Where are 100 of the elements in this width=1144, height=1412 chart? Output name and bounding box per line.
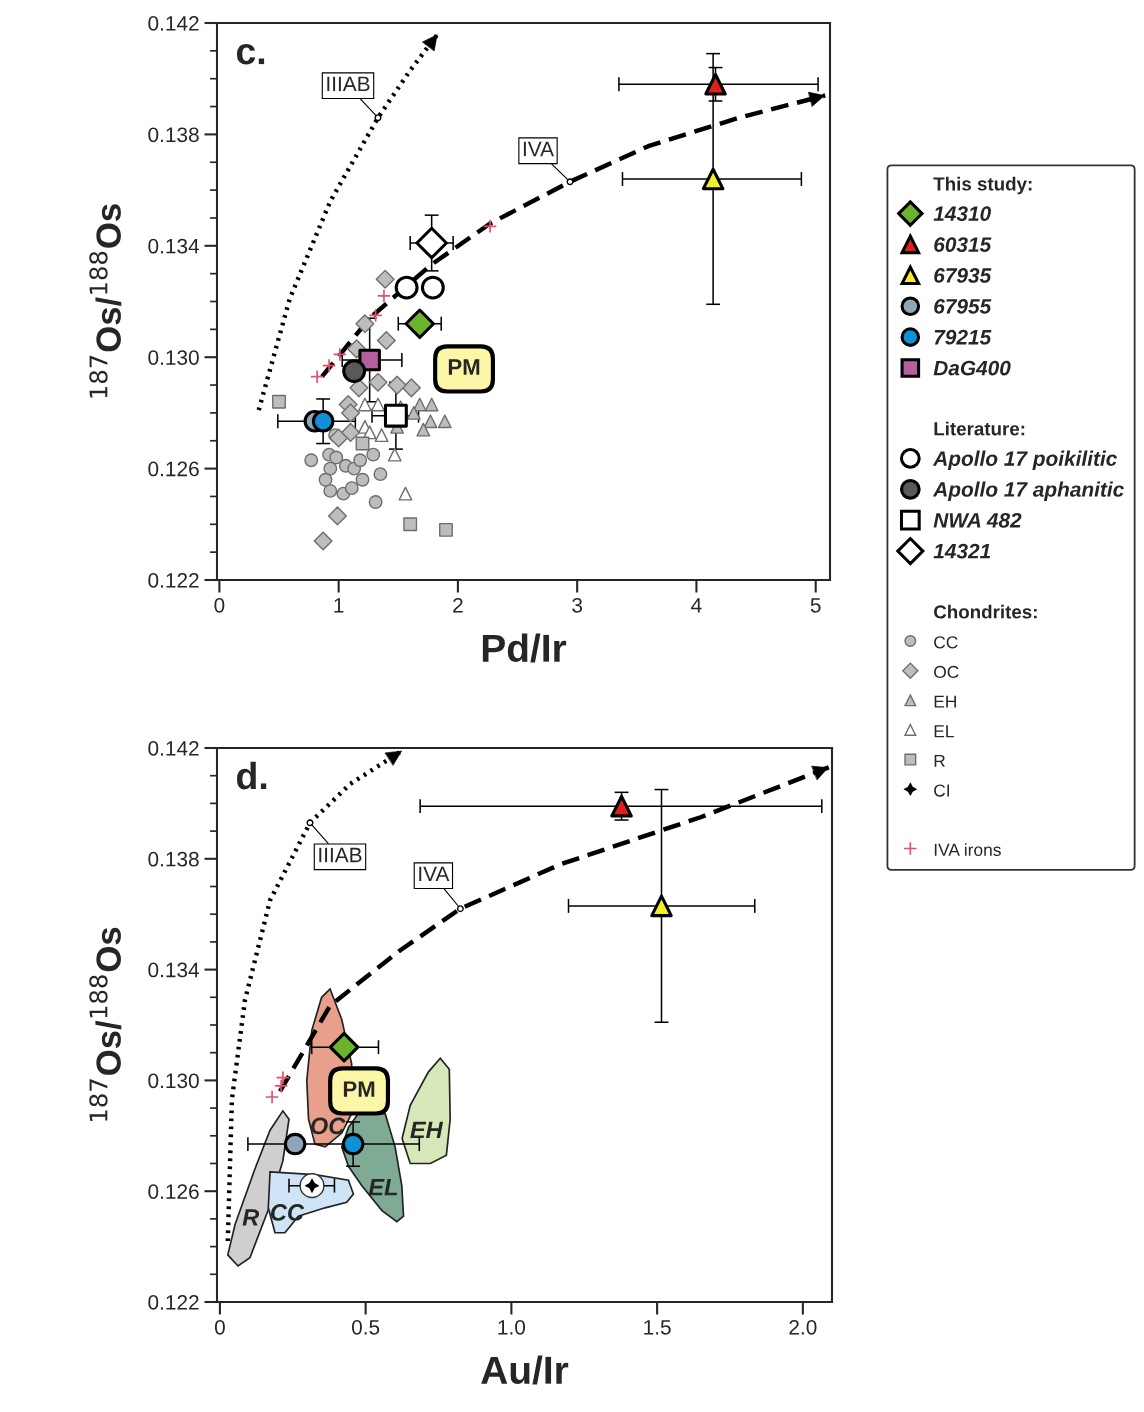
point: [329, 428, 349, 448]
legend-label: IVA irons: [934, 843, 1001, 856]
x-tick-label: 0: [214, 597, 225, 613]
point: [376, 330, 396, 351]
series-label: EH: [410, 1121, 444, 1139]
point: [387, 375, 407, 395]
y-axis-title: $^{187}$Os/$^{188}$Os: [89, 927, 122, 1121]
annotation: IIIAB: [319, 847, 362, 863]
point: [404, 308, 436, 340]
x-tick-label: 4: [691, 598, 702, 613]
legend-label: NWA 482: [933, 512, 1022, 528]
x-tick-label: 2: [453, 597, 463, 613]
x-axis-title: Pd/Ir: [482, 633, 567, 663]
y-tick-label: 0.138: [148, 127, 199, 143]
series-label: OC: [311, 1117, 346, 1135]
point: [342, 359, 367, 384]
annotation: PM: [343, 1081, 375, 1097]
point: [406, 405, 421, 420]
point: [415, 226, 448, 260]
legend-label: 14310: [933, 206, 991, 222]
point: [327, 506, 347, 526]
annotation: c.: [236, 43, 265, 65]
legend-label: R: [934, 754, 945, 767]
x-tick-label: 3: [572, 597, 583, 613]
x-tick-label: 0: [214, 1319, 225, 1335]
annotation: IIIAB: [327, 76, 370, 92]
point: [304, 453, 319, 468]
series-label: EL: [368, 1179, 398, 1196]
y-tick-label: 0.130: [148, 1073, 199, 1089]
point: [322, 358, 337, 373]
point: [374, 428, 389, 443]
point: [318, 472, 333, 487]
point: [353, 453, 368, 468]
point: [323, 483, 338, 498]
point: [424, 397, 439, 412]
legend-label: Apollo 17 poikilitic: [932, 450, 1117, 471]
legend-label: CI: [934, 784, 950, 797]
legend-label: OC: [934, 665, 959, 679]
legend-label: CC: [934, 636, 958, 649]
y-tick-label: 0.126: [148, 461, 199, 477]
point: [701, 167, 725, 191]
x-tick-label: 0.5: [351, 1319, 380, 1335]
series-label: R: [242, 1209, 260, 1226]
legend-label: 67955: [934, 298, 992, 314]
y-tick-label: 0.134: [148, 962, 200, 978]
annotation: d.: [236, 761, 267, 790]
point: [272, 394, 286, 409]
point: [387, 447, 402, 462]
annotation: IVA: [523, 141, 554, 157]
point: [328, 1031, 360, 1063]
point: [368, 308, 383, 323]
point: [403, 517, 418, 532]
annotation: PM: [448, 359, 480, 375]
point: [650, 894, 673, 918]
legend-label: 14321: [933, 543, 991, 559]
point: [274, 1078, 289, 1094]
point: [310, 369, 325, 384]
y-axis-title: $^{187}$Os/$^{188}$Os: [89, 204, 122, 398]
point: [366, 447, 381, 462]
point: [423, 414, 438, 429]
point: [383, 403, 408, 428]
legend-label: 60315: [934, 237, 992, 252]
point: [373, 467, 388, 482]
point: [394, 275, 419, 300]
point: [437, 414, 452, 429]
point: [704, 73, 727, 96]
point: [265, 1089, 280, 1105]
legend-title: This study:: [933, 176, 1032, 195]
x-tick-label: 1: [334, 598, 344, 613]
y-tick-label: 0.122: [148, 573, 199, 588]
point: [355, 472, 370, 487]
x-tick-label: 1.0: [498, 1319, 526, 1335]
y-tick-label: 0.134: [148, 238, 200, 254]
point: [371, 397, 385, 412]
x-tick-label: 1.5: [644, 1320, 671, 1335]
point: [398, 486, 413, 501]
text: Literature:: [934, 421, 1025, 436]
legend-label: Apollo 17 aphanitic: [932, 481, 1124, 501]
point: [439, 522, 453, 537]
point: [349, 378, 369, 398]
x-axis-title: Au/Ir: [481, 1355, 569, 1385]
point: [344, 481, 359, 496]
point: [368, 495, 383, 509]
point: [341, 403, 361, 423]
text: Chondrites:: [934, 604, 1037, 619]
y-tick-label: 0.138: [148, 851, 199, 867]
series-label: CC: [270, 1204, 305, 1221]
point: [357, 397, 372, 412]
point: [275, 1070, 290, 1085]
legend-label: EL: [934, 725, 954, 738]
point: [376, 288, 392, 304]
point: [313, 531, 333, 551]
y-tick-label: 0.126: [148, 1184, 199, 1199]
legend-label: 79215: [934, 329, 992, 345]
y-tick-label: 0.142: [148, 16, 199, 31]
point: [341, 422, 361, 442]
point: [311, 410, 335, 433]
point: [483, 219, 498, 234]
x-tick-label: 5: [810, 598, 821, 613]
point: [332, 347, 347, 362]
